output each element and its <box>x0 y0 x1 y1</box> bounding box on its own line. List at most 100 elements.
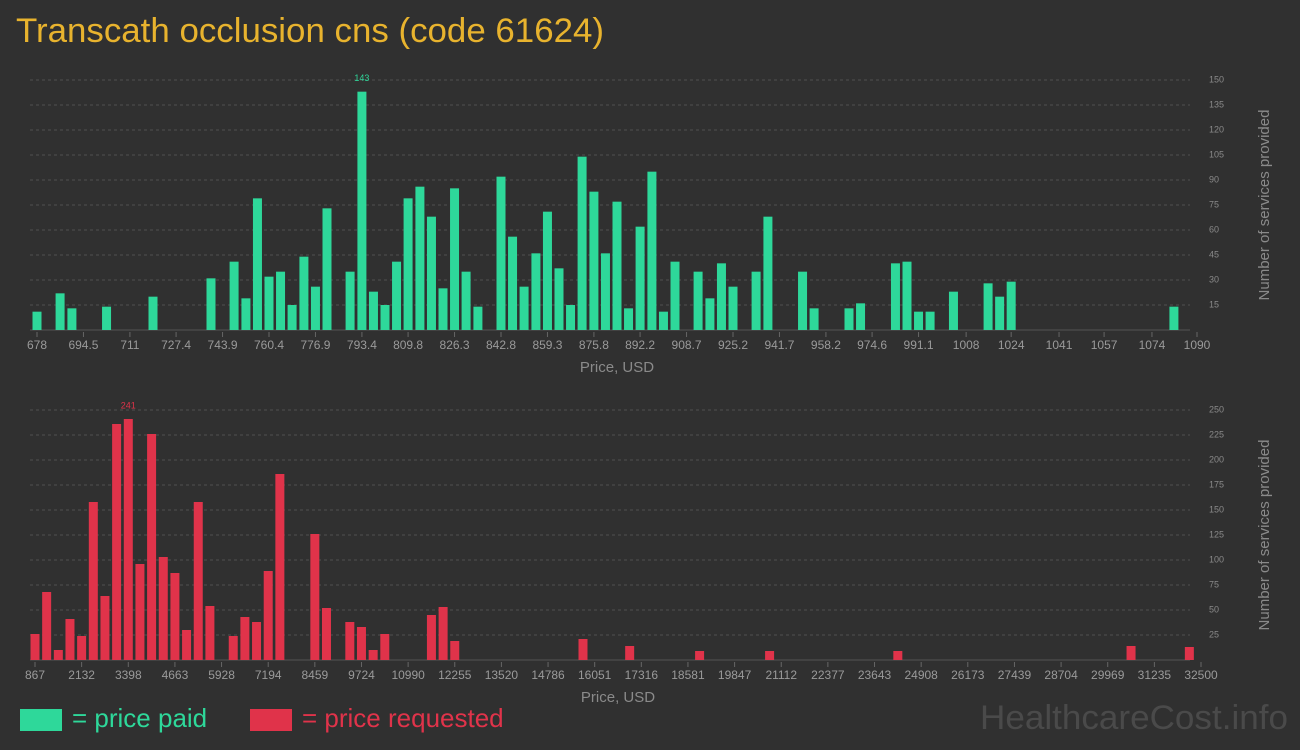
x-tick-label: 23643 <box>858 668 892 682</box>
y-tick-label: 15 <box>1209 299 1219 309</box>
bar <box>624 308 634 330</box>
bar <box>426 216 436 330</box>
bar <box>100 596 110 660</box>
bar <box>345 271 355 330</box>
bar <box>158 557 168 660</box>
bar <box>438 288 448 330</box>
y-tick-label: 150 <box>1209 74 1224 84</box>
bar <box>925 311 935 330</box>
bar <box>276 271 286 330</box>
x-tick-label: 743.9 <box>208 338 238 352</box>
x-tick-label: 4663 <box>162 668 189 682</box>
bar <box>380 305 390 330</box>
x-tick-label: 826.3 <box>440 338 470 352</box>
bar <box>1006 281 1016 330</box>
bar <box>67 308 77 330</box>
x-tick-label: 14786 <box>531 668 565 682</box>
x-tick-label: 26173 <box>951 668 985 682</box>
bar <box>135 564 145 660</box>
x-tick-label: 13520 <box>485 668 519 682</box>
bar <box>705 298 715 330</box>
bar <box>890 263 900 330</box>
x-tick-label: 17316 <box>625 668 659 682</box>
bar <box>728 286 738 330</box>
bar <box>321 608 331 660</box>
bar <box>765 651 775 660</box>
bar <box>612 201 622 330</box>
bar <box>1169 306 1179 330</box>
bar <box>554 268 564 330</box>
bar <box>123 419 133 660</box>
bar <box>426 615 436 660</box>
bar <box>275 474 285 660</box>
x-tick-label: 1057 <box>1091 338 1118 352</box>
bar <box>205 606 215 660</box>
y-tick-label: 30 <box>1209 274 1219 284</box>
x-tick-label: 678 <box>27 338 47 352</box>
x-tick-label: 727.4 <box>161 338 191 352</box>
bar <box>577 156 587 330</box>
x-tick-label: 8459 <box>301 668 328 682</box>
bar <box>88 502 98 660</box>
bar <box>357 91 367 331</box>
x-tick-label: 974.6 <box>857 338 887 352</box>
x-tick-label: 12255 <box>438 668 472 682</box>
x-tick-label: 859.3 <box>532 338 562 352</box>
y-tick-label: 125 <box>1209 529 1224 539</box>
bar <box>241 298 251 330</box>
x-tick-label: 18581 <box>671 668 705 682</box>
x-tick-label: 27439 <box>998 668 1032 682</box>
bar <box>368 291 378 330</box>
bar <box>32 311 42 330</box>
x-tick-label: 793.4 <box>347 338 377 352</box>
bar <box>170 573 180 660</box>
bar <box>403 198 413 330</box>
bar <box>751 271 761 330</box>
bar <box>55 293 65 330</box>
x-tick-label: 16051 <box>578 668 612 682</box>
bar <box>450 641 460 660</box>
bar <box>148 296 158 330</box>
x-tick-label: 24908 <box>904 668 938 682</box>
x-axis-title: Price, USD <box>581 689 655 706</box>
bar <box>102 306 112 330</box>
x-tick-label: 991.1 <box>904 338 934 352</box>
x-tick-label: 2132 <box>68 668 95 682</box>
bar <box>763 216 773 330</box>
x-axis-title: Price, USD <box>580 359 654 376</box>
y-tick-label: 135 <box>1209 99 1224 109</box>
legend-swatch <box>250 709 292 731</box>
legend-label: = price paid <box>72 703 207 733</box>
bar <box>798 271 808 330</box>
bar <box>693 271 703 330</box>
bar <box>914 311 924 330</box>
watermark: HealthcareCost.info <box>980 699 1288 737</box>
bar <box>844 308 854 330</box>
y-tick-label: 25 <box>1209 629 1219 639</box>
bar <box>658 311 668 330</box>
bar <box>415 186 425 330</box>
bar <box>695 651 705 660</box>
bar <box>112 424 122 660</box>
bar <box>263 571 273 660</box>
x-tick-label: 941.7 <box>764 338 794 352</box>
value-label: 143 <box>354 73 369 83</box>
bar <box>542 211 552 330</box>
bar <box>519 286 529 330</box>
bar <box>508 236 518 330</box>
bar <box>856 303 866 330</box>
bar <box>229 261 239 330</box>
bar <box>206 278 216 330</box>
x-tick-label: 867 <box>25 668 45 682</box>
y-tick-label: 75 <box>1209 199 1219 209</box>
x-tick-label: 892.2 <box>625 338 655 352</box>
bar <box>287 305 297 330</box>
bar <box>809 308 819 330</box>
y-tick-label: 105 <box>1209 149 1224 159</box>
bar <box>42 592 52 660</box>
bar <box>53 650 63 660</box>
bar <box>252 622 262 660</box>
x-tick-label: 760.4 <box>254 338 284 352</box>
bar <box>450 188 460 330</box>
